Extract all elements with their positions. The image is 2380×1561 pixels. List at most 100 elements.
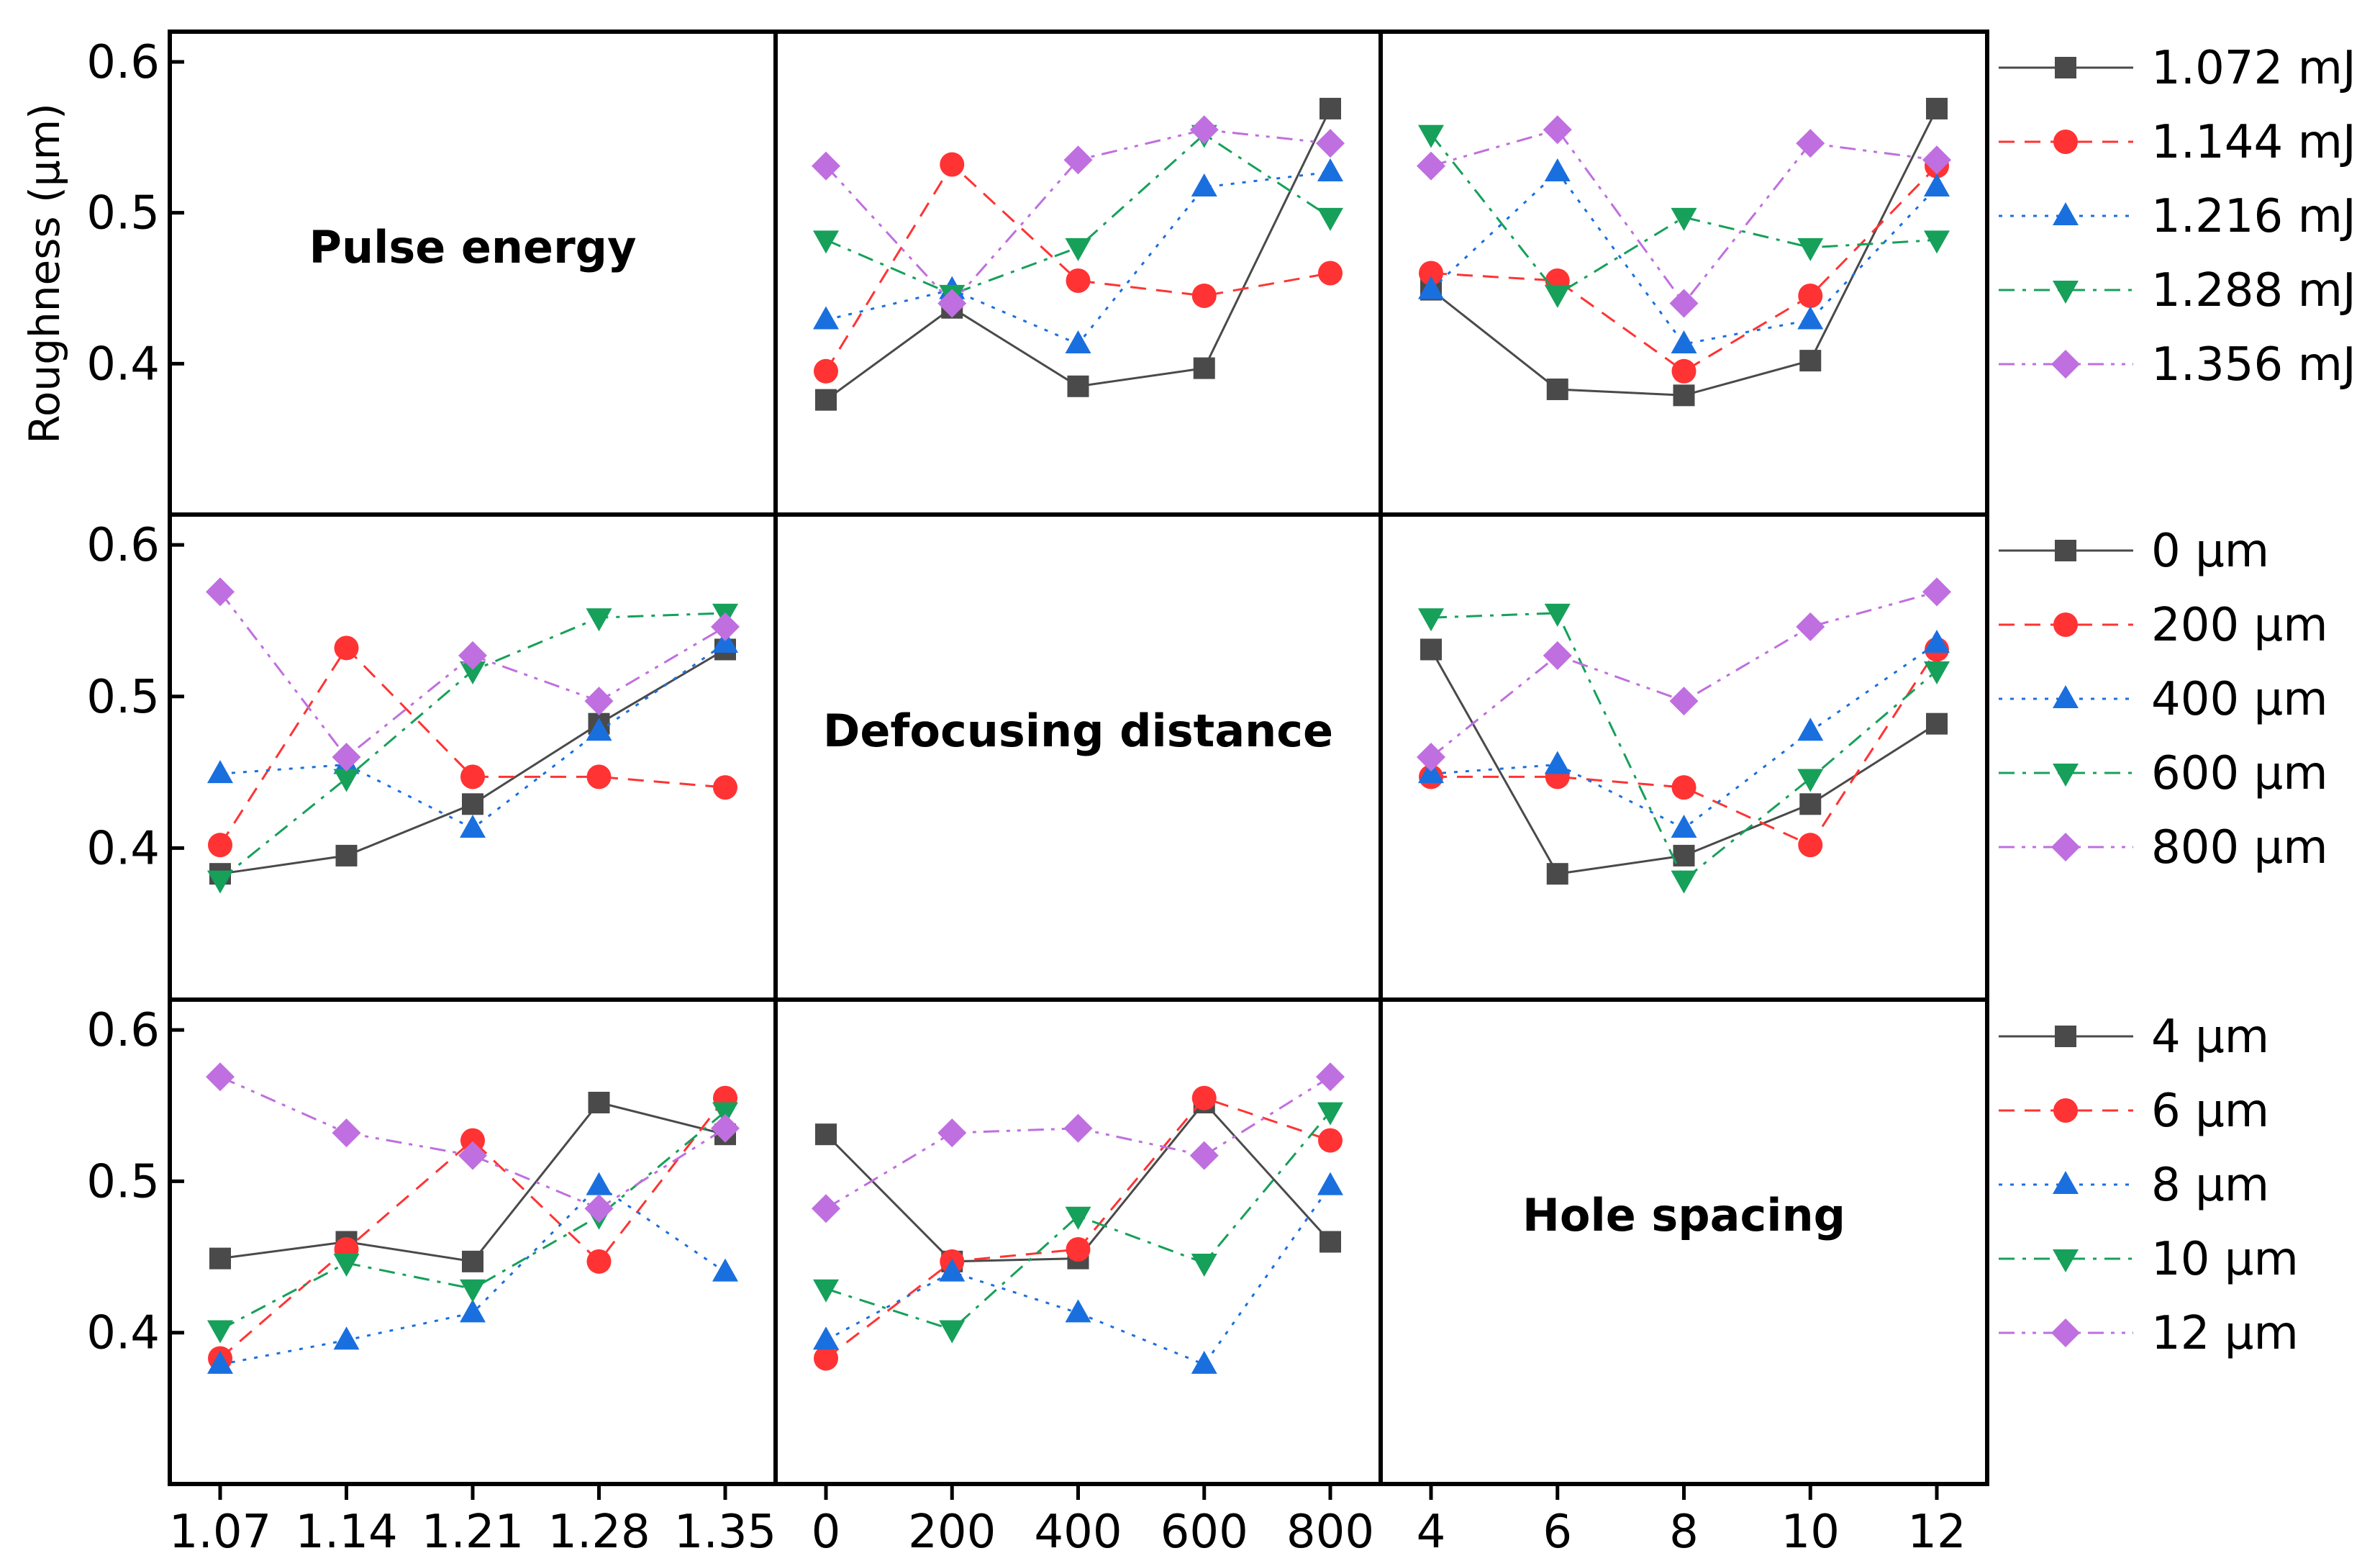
legend-marker-1-3 <box>2053 764 2079 787</box>
data-point-r1-c2-s3-3 <box>1797 769 1824 792</box>
series-line-r2-c1-s3 <box>825 1110 1332 1331</box>
legend-marker-2-4 <box>2051 1318 2080 1347</box>
data-point-r1-c2-s1-3 <box>1798 833 1823 858</box>
data-point-r0-c2-s0-2 <box>1673 384 1695 407</box>
series-line-r0-c1-s4 <box>825 128 1331 305</box>
legend-marker-0-4 <box>2051 350 2080 379</box>
data-point-r0-c1-s0-4 <box>1320 97 1341 119</box>
data-point-r0-c2-s3-0 <box>1418 125 1444 148</box>
data-point-r1-c2-s3-4 <box>1924 661 1950 684</box>
data-point-r2-c1-s2-0 <box>813 1326 839 1350</box>
data-point-r0-c2-s1-2 <box>1671 358 1697 384</box>
y-tick-label-r2-1: 0.5 <box>86 1155 160 1208</box>
data-point-r2-c0-s4-4 <box>711 1113 740 1143</box>
y-tick-label-r0-1: 0.5 <box>86 187 160 240</box>
panel-r1-c0 <box>206 577 740 894</box>
data-point-r2-c1-s3-3 <box>1191 1253 1217 1277</box>
data-point-r1-c0-s1-3 <box>586 764 612 789</box>
series-line-r2-c0-s2 <box>219 1184 726 1366</box>
data-point-r0-c2-s0-1 <box>1546 378 1568 400</box>
y-tick-label-r0-0: 0.4 <box>86 338 160 391</box>
series-line-r2-c0-s4 <box>219 1075 726 1210</box>
data-point-r2-c1-s3-0 <box>813 1279 839 1303</box>
legend-label-2-0: 4 μm <box>2151 1010 2269 1064</box>
axes-layer: 0.4 0.5 0.6 0.4 0.5 0.6 0.4 0.5 0.6 1.07 1.14 1.21 1… <box>20 36 1966 1559</box>
data-point-r2-c1-s4-2 <box>1063 1113 1093 1143</box>
data-point-r2-c1-s0-4 <box>1320 1231 1341 1253</box>
data-point-r0-c1-s0-2 <box>1067 375 1089 397</box>
legend-group-1: 0 μm 200 μm 400 μm 600 μm 800 μm <box>1999 525 2328 874</box>
legend-marker-0-2 <box>2053 202 2079 225</box>
data-point-r1-c0-s3-2 <box>460 661 486 684</box>
data-point-r2-c1-s4-3 <box>1189 1141 1219 1170</box>
data-point-r2-c1-s3-1 <box>939 1320 966 1344</box>
legend-marker-1-2 <box>2053 685 2079 708</box>
data-point-r2-c0-s2-0 <box>207 1350 233 1374</box>
x-tick-label-c0-0: 1.07 <box>169 1506 272 1559</box>
legend-label-0-2: 1.216 mJ <box>2151 190 2356 243</box>
data-point-r1-c0-s4-3 <box>584 687 614 716</box>
panels-layer <box>206 97 1951 1374</box>
data-point-r0-c1-s4-0 <box>812 151 840 181</box>
legend-label-0-4: 1.356 mJ <box>2151 338 2356 392</box>
data-point-r2-c0-s3-1 <box>333 1253 360 1277</box>
series-line-r2-c1-s2 <box>825 1185 1332 1366</box>
factor-label-2: Hole spacing <box>1522 1189 1845 1241</box>
legend-group-0: 1.072 mJ 1.144 mJ 1.216 mJ 1.288 mJ 1.356 mJ <box>1999 42 2356 392</box>
panel-r1-c2 <box>1417 577 1951 894</box>
data-point-r2-c1-s2-4 <box>1317 1172 1343 1195</box>
data-point-r1-c2-s0-4 <box>1926 712 1948 735</box>
legend-marker-1-4 <box>2051 833 2080 861</box>
data-point-r1-c0-s4-2 <box>458 641 487 670</box>
data-point-r1-c0-s2-4 <box>712 630 738 653</box>
legend-label-1-4: 800 μm <box>2151 821 2328 874</box>
data-point-r0-c1-s0-3 <box>1193 357 1215 379</box>
data-point-r0-c2-s2-0 <box>1418 276 1444 299</box>
legend-marker-1-1 <box>2053 612 2078 637</box>
data-point-r0-c2-s2-4 <box>1924 173 1950 196</box>
legend-marker-2-3 <box>2053 1249 2079 1272</box>
x-tick-label-c2-2: 8 <box>1669 1506 1699 1559</box>
series-line-r1-c2-s4 <box>1430 590 1938 759</box>
legend-marker-0-1 <box>2053 130 2078 154</box>
y-tick-label-r1-2: 0.6 <box>86 519 160 572</box>
data-point-r0-c2-s1-3 <box>1798 283 1823 308</box>
data-point-r0-c1-s1-4 <box>1318 261 1343 286</box>
x-tick-label-c1-1: 200 <box>908 1506 996 1559</box>
legend-marker-1-0 <box>2055 540 2076 561</box>
data-point-r2-c1-s1-0 <box>814 1346 838 1371</box>
data-point-r0-c1-s0-0 <box>815 389 837 411</box>
legend-marker-0-0 <box>2055 57 2076 78</box>
data-point-r2-c1-s0-0 <box>815 1123 837 1146</box>
data-point-r0-c2-s3-4 <box>1924 230 1950 254</box>
data-point-r1-c0-s4-0 <box>206 577 235 607</box>
data-point-r0-c1-s1-2 <box>1066 268 1091 293</box>
data-point-r2-c1-s3-4 <box>1317 1102 1343 1126</box>
data-point-r2-c1-s3-2 <box>1065 1206 1091 1230</box>
legend-label-2-1: 6 μm <box>2151 1085 2269 1138</box>
data-point-r0-c1-s1-0 <box>814 358 838 384</box>
data-point-r2-c0-s4-2 <box>458 1141 487 1170</box>
y-tick-label-r0-2: 0.6 <box>86 36 160 89</box>
data-point-r0-c2-s3-1 <box>1544 284 1571 308</box>
data-point-r1-c2-s3-2 <box>1671 870 1697 894</box>
legend-label-1-1: 200 μm <box>2151 599 2328 652</box>
panel-r2-c1 <box>812 1062 1345 1374</box>
x-tick-label-c2-1: 6 <box>1543 1506 1572 1559</box>
y-tick-label-r1-1: 0.5 <box>86 671 160 724</box>
data-point-r1-c2-s2-1 <box>1544 751 1571 774</box>
legend-label-0-0: 1.072 mJ <box>2151 42 2356 95</box>
x-tick-label-c0-2: 1.21 <box>422 1506 524 1559</box>
data-point-r0-c2-s4-3 <box>1796 129 1825 158</box>
legend-label-1-3: 600 μm <box>2151 747 2328 800</box>
data-point-r1-c0-s3-0 <box>207 870 233 894</box>
data-point-r2-c1-s2-2 <box>1065 1299 1091 1323</box>
x-tick-label-c1-2: 400 <box>1034 1506 1122 1559</box>
y-tick-label-r2-0: 0.4 <box>86 1307 160 1360</box>
legend-label-1-0: 0 μm <box>2151 525 2269 578</box>
data-point-r1-c2-s4-0 <box>1417 743 1445 772</box>
legend-label-0-1: 1.144 mJ <box>2151 116 2356 169</box>
data-point-r2-c0-s3-4 <box>712 1102 738 1126</box>
data-point-r2-c0-s0-0 <box>209 1247 231 1270</box>
